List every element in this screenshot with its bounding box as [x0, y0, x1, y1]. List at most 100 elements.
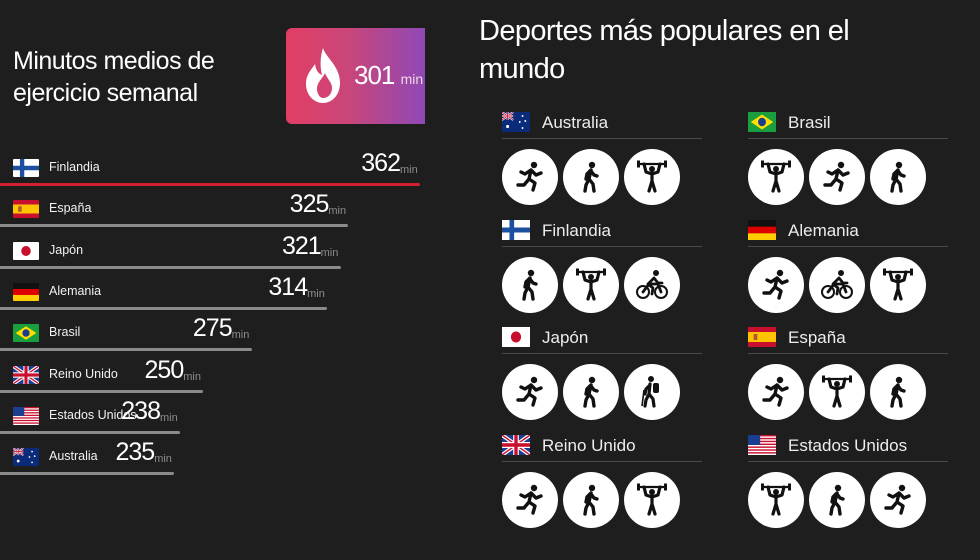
divider	[748, 353, 948, 354]
bar-unit: min	[160, 411, 178, 424]
hiking-icon	[624, 364, 680, 420]
bar-value: 321	[281, 231, 322, 260]
country-name: Estados Unidos	[788, 436, 908, 455]
walking-icon	[563, 364, 619, 420]
bar-row: Brasil 275 min	[0, 314, 440, 360]
country-sports: Brasil	[748, 112, 948, 212]
running-icon	[809, 149, 865, 205]
bar-value: 314	[268, 272, 308, 301]
country-name: Finlandia	[542, 221, 611, 240]
bar-value: 275	[192, 314, 233, 343]
walking-icon	[563, 472, 619, 528]
running-icon	[748, 364, 804, 420]
bar	[0, 472, 175, 476]
bar	[0, 183, 420, 186]
bar-label: España	[49, 201, 92, 216]
bar-row: Estados Unidos 238 min	[0, 397, 440, 443]
country-sports: Alemania	[748, 220, 948, 320]
bar-row: España 325 min	[0, 190, 440, 236]
sports-title: Deportes más populares en el mundo	[479, 15, 850, 85]
bar-unit: min	[231, 329, 250, 342]
bar-unit: min	[400, 164, 418, 176]
cycling-icon	[624, 257, 680, 313]
flag-japan	[13, 241, 39, 260]
divider	[748, 246, 948, 247]
weightlifting-icon	[624, 149, 680, 205]
walking-icon	[563, 149, 619, 205]
walking-icon	[809, 472, 865, 528]
weightlifting-icon	[809, 364, 865, 420]
country-name: Alemania	[788, 221, 859, 240]
bar-row: Alemania 314 min	[0, 273, 440, 319]
divider	[748, 461, 948, 462]
weightlifting-icon	[563, 257, 619, 313]
bar-row: Reino Unido 250 min	[0, 356, 440, 402]
country-sports: Estados Unidos	[748, 435, 948, 535]
bar-label: Reino Unido	[49, 366, 118, 381]
bar-label: Australia	[49, 449, 98, 464]
running-icon	[502, 149, 558, 205]
country-sports: España	[748, 327, 948, 427]
running-icon	[502, 472, 558, 528]
bar	[0, 389, 204, 393]
flag-australia	[502, 112, 530, 132]
country-sports: Japón	[502, 327, 702, 427]
flag-germany	[748, 220, 776, 240]
flag-finland	[13, 159, 39, 177]
country-name: Australia	[542, 113, 609, 132]
bar-row: Japón 321 min	[0, 232, 440, 278]
flag-australia	[13, 448, 39, 467]
bar-value: 238	[121, 396, 161, 425]
flag-brazil	[748, 112, 776, 132]
bar-label: Japón	[49, 242, 84, 257]
bar	[0, 306, 328, 310]
bar	[0, 348, 252, 352]
bar-unit: min	[154, 453, 172, 466]
country-sports: Finlandia	[502, 220, 702, 320]
bar-unit: min	[183, 370, 201, 383]
country-sports: Reino Unido	[502, 435, 702, 535]
bar-value: 325	[289, 190, 330, 219]
flag-finland	[502, 220, 530, 240]
bar	[0, 224, 349, 228]
divider	[502, 353, 702, 354]
average-card: 301 min	[286, 28, 425, 124]
bar-value: 362	[361, 149, 401, 177]
divider	[502, 246, 702, 247]
walking-icon	[870, 149, 926, 205]
running-icon	[870, 472, 926, 528]
running-icon	[748, 257, 804, 313]
bar-row: Australia 235 min	[0, 438, 440, 484]
flag-spain	[13, 200, 39, 219]
bar-value: 250	[144, 355, 185, 384]
divider	[502, 461, 702, 462]
bar-label: Alemania	[49, 283, 102, 298]
weightlifting-icon	[748, 472, 804, 528]
country-name: Reino Unido	[542, 436, 636, 455]
country-name: Brasil	[788, 113, 831, 132]
divider	[502, 138, 702, 139]
average-unit: min	[400, 71, 424, 87]
flag-japan	[502, 327, 530, 347]
weightlifting-icon	[870, 257, 926, 313]
bar-unit: min	[320, 246, 339, 259]
walking-icon	[502, 257, 558, 313]
bar-label: Brasil	[49, 325, 81, 340]
flame-icon	[306, 48, 340, 103]
cycling-icon	[809, 257, 865, 313]
bar	[0, 265, 341, 269]
bar-value: 235	[115, 438, 155, 467]
divider	[748, 138, 948, 139]
weightlifting-icon	[624, 472, 680, 528]
flag-usa	[748, 435, 776, 455]
flag-usa	[13, 406, 39, 425]
walking-icon	[870, 364, 926, 420]
flag-germany	[13, 282, 39, 301]
chart-title: Minutos medios de ejercicio semanal	[13, 47, 215, 107]
average-value: 301 min	[354, 60, 424, 90]
bar-row: Finlandia 362 min	[0, 149, 440, 195]
bar-label: Finlandia	[49, 160, 100, 174]
bar-label: Estados Unidos	[49, 407, 137, 422]
flag-brazil	[13, 324, 39, 343]
flag-uk	[13, 365, 39, 384]
